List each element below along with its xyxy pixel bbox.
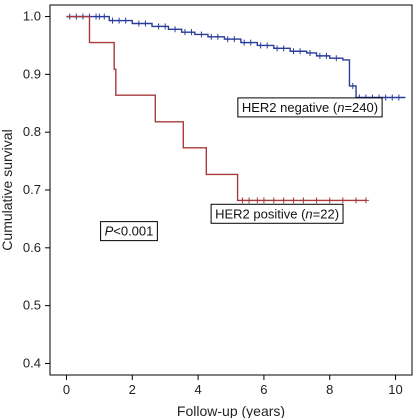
annotation-frame <box>210 203 344 224</box>
series-layer <box>66 13 406 204</box>
y-tick-label: 0.7 <box>23 182 41 197</box>
censor-mark <box>290 48 297 55</box>
y-tick-label: 0.4 <box>23 355 41 370</box>
censor-mark <box>260 197 267 204</box>
censor-mark <box>254 197 261 204</box>
censor-mark <box>214 33 221 40</box>
censor-mark <box>362 197 369 204</box>
censor-mark <box>280 45 287 52</box>
x-tick-label: 2 <box>129 382 136 397</box>
y-tick-label: 0.6 <box>23 240 41 255</box>
annotation-box-1: HER2 positive (n=22) <box>210 203 344 224</box>
annotation-label: HER2 negative (n=240) <box>242 100 378 115</box>
y-tick-label: 0.9 <box>23 66 41 81</box>
censor-mark <box>181 29 188 36</box>
censor-mark <box>208 33 215 40</box>
censor-mark <box>109 17 116 24</box>
censor-mark <box>162 23 169 30</box>
censor-mark <box>172 26 179 33</box>
censor-mark <box>122 17 129 24</box>
censor-mark <box>116 17 123 24</box>
x-axis-title: Follow-up (years) <box>177 403 285 418</box>
y-axis-title: Cumulative survival <box>0 129 15 250</box>
x-tick-label: 8 <box>326 382 333 397</box>
censor-mark <box>297 48 304 55</box>
censor-mark <box>349 82 356 89</box>
axis-ticks: 0 2 4 6 8 10 0.4 0.5 0.6 0.7 0.8 0.9 1.0 <box>23 9 403 397</box>
censor-mark <box>264 42 271 49</box>
x-tick-label: 4 <box>194 382 201 397</box>
annotation-box-0: HER2 negative (n=240) <box>237 97 383 118</box>
series-0 <box>66 13 406 101</box>
x-tick-label: 10 <box>388 382 402 397</box>
censor-mark <box>323 52 330 59</box>
censor-mark <box>198 31 205 38</box>
x-tick-label: 0 <box>63 382 70 397</box>
censor-mark <box>339 197 346 204</box>
censor-mark <box>300 197 307 204</box>
censor-mark <box>353 197 360 204</box>
y-tick-label: 1.0 <box>23 9 41 24</box>
censor-mark <box>389 94 396 101</box>
annotation-layer: HER2 negative (n=240) HER2 positive (n=22… <box>100 97 383 242</box>
censor-mark <box>290 197 297 204</box>
censor-mark <box>142 20 149 27</box>
censor-mark <box>382 94 389 101</box>
censor-mark <box>135 20 142 27</box>
censor-mark <box>246 197 253 204</box>
censor-mark <box>316 52 323 59</box>
censor-mark <box>155 23 162 30</box>
series-1 <box>66 15 369 204</box>
censor-mark <box>333 55 340 62</box>
annotation-frame <box>100 221 158 242</box>
plot-frame <box>49 4 413 376</box>
annotation-frame <box>237 97 383 118</box>
censor-mark <box>241 39 248 46</box>
censor-mark <box>239 197 246 204</box>
censor-mark <box>306 49 313 56</box>
censor-mark <box>313 197 320 204</box>
y-tick-label: 0.8 <box>23 124 41 139</box>
censor-mark <box>231 36 238 43</box>
censor-mark <box>224 36 231 43</box>
censor-mark <box>274 45 281 52</box>
censor-mark <box>326 197 333 204</box>
censor-mark <box>101 13 108 20</box>
series-line <box>66 15 366 202</box>
censor-mark <box>395 94 402 101</box>
series-line <box>66 15 406 99</box>
censor-mark <box>257 42 264 49</box>
censor-mark <box>270 197 277 204</box>
annotation-label: P<0.001 <box>105 224 154 239</box>
annotation-box-2: P<0.001 <box>100 221 158 242</box>
censor-mark <box>188 29 195 36</box>
y-tick-label: 0.5 <box>23 298 41 313</box>
censor-mark <box>247 39 254 46</box>
x-tick-label: 6 <box>260 382 267 397</box>
censor-mark <box>280 197 287 204</box>
annotation-label: HER2 positive (n=22) <box>215 206 339 221</box>
